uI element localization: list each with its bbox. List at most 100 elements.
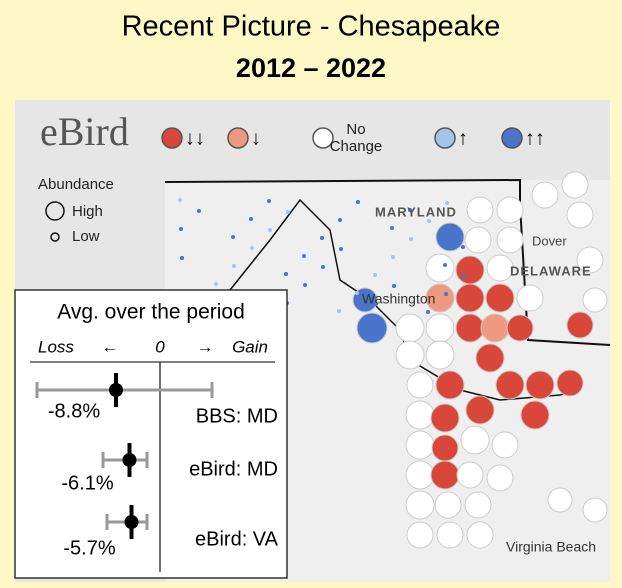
estimate-point [124, 515, 139, 529]
map-dot-small [284, 272, 288, 276]
map-dot [566, 311, 594, 339]
map-dot [531, 181, 559, 209]
map-dot-small [390, 226, 394, 230]
map-label: Dover [532, 233, 567, 248]
map-dot [547, 487, 573, 513]
map-dot [486, 464, 514, 492]
map-dot [405, 460, 435, 490]
value-label: -5.7% [63, 537, 115, 559]
map-dot [525, 370, 555, 400]
map-label: DELAWARE [510, 263, 592, 278]
map-dot [425, 313, 455, 343]
map-dot [431, 434, 459, 462]
map-dot-small [374, 302, 378, 306]
map-dot [556, 369, 584, 397]
map-dot [491, 431, 519, 459]
estimate-point [122, 453, 137, 467]
map-dots [178, 171, 608, 549]
map-dot-small [180, 256, 184, 260]
abundance-low-icon [50, 232, 60, 242]
map-dot-small [409, 237, 413, 241]
map-dot [455, 255, 485, 285]
map-dot-small [197, 209, 201, 213]
map-dot-small [214, 282, 218, 286]
map-dot-small [426, 310, 430, 314]
map-dot-small [443, 263, 447, 267]
category-label: eBird: VA [195, 528, 279, 550]
map-dot-small [337, 309, 341, 313]
map-dot [566, 201, 594, 229]
map-dot [405, 490, 435, 520]
map-dot-small [427, 219, 431, 223]
title: Recent Picture - Chesapeake [122, 11, 501, 43]
map-dot [485, 283, 515, 313]
map-dot [495, 370, 525, 400]
legend-label: ↑↑ [525, 127, 545, 149]
legend-label: No Change [329, 121, 383, 155]
map-dot-small [445, 201, 449, 205]
map-dot [435, 222, 465, 252]
map-dot [582, 497, 608, 523]
arrow: ← [102, 337, 119, 356]
map-dot-small [302, 254, 306, 258]
abundance-high-icon [45, 201, 65, 221]
map-dot-small [231, 235, 235, 239]
legend-swatch [501, 127, 523, 149]
map-dot-small [320, 236, 324, 240]
map-label: Washington [362, 291, 435, 307]
legend-swatch [434, 127, 456, 149]
map-dot [430, 403, 460, 433]
legend-label: ↓↓ [185, 127, 205, 149]
map-dot [434, 491, 462, 519]
value-label: -6.1% [61, 472, 113, 494]
map-dot [516, 284, 544, 312]
map-dot-small [392, 284, 396, 288]
map-dot-small [444, 292, 448, 296]
subtitle: 2012 – 2022 [236, 53, 386, 83]
estimate-point [109, 383, 123, 397]
map-dot [406, 521, 434, 549]
map-dot-small [232, 264, 236, 268]
map-dot [436, 521, 464, 549]
map-dot [496, 196, 524, 224]
map-dot-small [286, 210, 290, 214]
map-dot [435, 370, 465, 400]
map-dot-small [179, 227, 183, 231]
map-dot [576, 246, 604, 274]
map-dot-small [267, 199, 271, 203]
map-dot [480, 313, 510, 343]
map-dot [352, 287, 378, 313]
map-dot-small [303, 283, 307, 287]
legend-swatch [227, 127, 249, 149]
map-dot [395, 313, 425, 343]
abundance-title: Abundance [38, 176, 114, 193]
map-dot [464, 491, 492, 519]
map-dot [455, 283, 485, 313]
map-dot [475, 343, 505, 373]
map-dot [405, 400, 435, 430]
map-dot-small [249, 217, 253, 221]
map-dot [456, 461, 484, 489]
map-dot [466, 196, 494, 224]
map-dot [425, 283, 455, 313]
map-dot [425, 340, 455, 370]
map-dot-small [461, 245, 465, 249]
inset-panel [14, 289, 288, 579]
arrow: → [197, 337, 214, 356]
map-dot [464, 226, 492, 254]
abundance-high: High [72, 203, 103, 220]
map-dot-small [338, 218, 342, 222]
map-dot [466, 521, 494, 549]
gain-label: Gain [232, 337, 268, 356]
map-dot [496, 226, 524, 254]
map-dot [430, 460, 460, 490]
map-dot [455, 313, 485, 343]
map-dot-small [321, 265, 325, 269]
legend-label: ↓ [251, 127, 261, 149]
map-dot-small [268, 228, 272, 232]
inset-title: Avg. over the period [57, 301, 245, 324]
map-dot-small [356, 200, 360, 204]
map-dot [356, 312, 388, 344]
